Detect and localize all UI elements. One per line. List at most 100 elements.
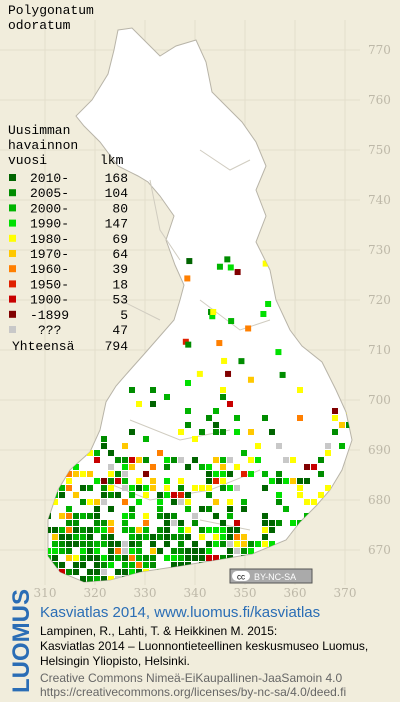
observation-square — [283, 457, 289, 463]
observation-square — [247, 376, 254, 383]
legend-count: 168 — [105, 171, 128, 186]
observation-square — [80, 576, 86, 582]
observation-square — [157, 513, 163, 519]
observation-square — [143, 471, 149, 477]
legend-label: 2010- — [30, 171, 69, 186]
observation-square — [122, 443, 128, 449]
observation-square — [227, 471, 233, 477]
observation-square — [108, 506, 114, 512]
observation-square — [290, 478, 296, 484]
observation-square — [178, 562, 184, 568]
observation-square — [276, 499, 282, 505]
legend-swatch — [9, 295, 16, 303]
observation-square — [199, 429, 205, 435]
observation-square — [108, 576, 114, 582]
observation-square — [136, 541, 142, 547]
observation-square — [265, 300, 272, 307]
observation-square — [199, 464, 205, 470]
observation-square — [276, 443, 282, 449]
observation-square — [216, 263, 223, 270]
observation-square — [276, 478, 282, 484]
observation-square — [279, 371, 286, 378]
observation-square — [94, 506, 100, 512]
observation-square — [115, 471, 121, 477]
observation-square — [241, 506, 247, 512]
observation-square — [185, 380, 191, 386]
observation-square — [164, 478, 170, 484]
observation-square — [220, 485, 226, 491]
observation-square — [178, 555, 184, 561]
link[interactable]: Kasviatlas 2014, www.luomus.fi/kasviatla… — [40, 604, 320, 621]
observation-square — [186, 258, 193, 265]
x-tick-label: 330 — [134, 586, 157, 600]
observation-square — [87, 513, 93, 519]
observation-square — [122, 555, 128, 561]
observation-square — [80, 527, 86, 533]
observation-square — [227, 541, 233, 547]
legend-swatch — [9, 250, 16, 257]
observation-square — [66, 534, 72, 540]
observation-square — [164, 513, 170, 519]
observation-square — [59, 541, 65, 547]
observation-square — [136, 562, 142, 568]
observation-square — [80, 548, 86, 554]
legend-swatch — [9, 204, 16, 212]
observation-square — [255, 457, 261, 463]
observation-square — [129, 485, 135, 491]
observation-square — [276, 520, 282, 526]
legend-label: 1950- — [30, 277, 69, 292]
legend-swatch — [9, 189, 16, 197]
observation-square — [164, 541, 170, 547]
observation-square — [220, 478, 226, 484]
observation-square — [94, 569, 100, 575]
observation-square — [122, 464, 128, 470]
observation-square — [220, 471, 226, 477]
observation-square — [157, 527, 163, 533]
observation-square — [108, 471, 114, 477]
observation-square — [129, 541, 135, 547]
license-url[interactable]: https://creativecommons.org/licenses/by-… — [40, 685, 346, 699]
observation-square — [290, 520, 296, 526]
observation-square — [297, 478, 303, 484]
observation-square — [227, 485, 233, 491]
observation-square — [220, 555, 226, 561]
observation-square — [108, 464, 114, 470]
observation-square — [185, 548, 191, 554]
observation-square — [157, 450, 163, 456]
observation-square — [262, 471, 268, 477]
observation-square — [143, 457, 149, 463]
observation-square — [66, 471, 72, 477]
observation-square — [101, 555, 107, 561]
observation-square — [52, 499, 58, 505]
observation-square — [73, 569, 79, 575]
observation-square — [227, 499, 233, 505]
license: Creative Commons Nimeä-EiKaupallinen-Jaa… — [40, 671, 342, 685]
observation-square — [87, 541, 93, 547]
observation-square — [276, 492, 282, 498]
observation-square — [143, 520, 149, 526]
observation-square — [224, 256, 231, 263]
legend-label: 1980- — [30, 232, 69, 247]
observation-square — [101, 541, 107, 547]
observation-square — [101, 576, 107, 582]
observation-square — [129, 562, 135, 568]
observation-square — [325, 450, 331, 456]
observation-square — [227, 548, 233, 554]
observation-square — [248, 429, 254, 435]
observation-square — [52, 548, 58, 554]
observation-square — [80, 534, 86, 540]
observation-square — [48, 548, 51, 554]
observation-square — [192, 555, 198, 561]
observation-square — [206, 541, 212, 547]
observation-square — [220, 387, 226, 393]
observation-square — [210, 308, 217, 315]
observation-square — [178, 520, 184, 526]
observation-square — [73, 534, 79, 540]
legend-label: 1900- — [30, 293, 69, 308]
observation-square — [178, 534, 184, 540]
observation-square — [199, 555, 205, 561]
observation-square — [122, 499, 128, 505]
observation-square — [52, 527, 58, 533]
observation-square — [234, 520, 240, 526]
observation-square — [283, 478, 289, 484]
